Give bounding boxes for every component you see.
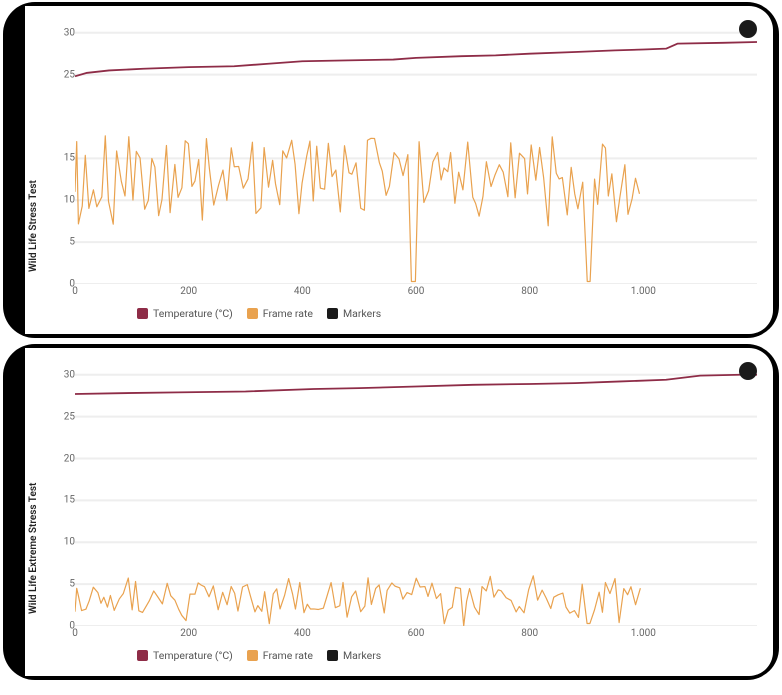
chart-legend: Temperature (°C) Frame rate Markers — [137, 649, 381, 662]
legend-item: Temperature (°C) — [137, 307, 233, 320]
legend-item: Frame rate — [247, 307, 313, 320]
x-tick-label: 1.000 — [631, 286, 656, 297]
phone-screen: Wild Life Extreme Stress Test 0 5 10 15 20 25 3… — [25, 348, 773, 676]
y-axis: 051015202530 — [57, 358, 75, 626]
phone-frame: Wild Life Extreme Stress Test 0 5 10 15 20 25 3… — [3, 344, 779, 680]
legend-swatch — [327, 650, 338, 661]
phone-screen: Wild Life Stress Test 0 5 10 15 25 30 0 200 400 60… — [25, 6, 773, 334]
y-axis-label: Wild Life Stress Test — [28, 180, 39, 272]
legend-label: Frame rate — [263, 649, 313, 662]
camera-punch-hole — [739, 20, 757, 38]
y-tick-label: 30 — [64, 27, 75, 38]
legend-swatch — [137, 650, 148, 661]
legend-label: Markers — [343, 649, 381, 662]
legend-label: Frame rate — [263, 307, 313, 320]
x-tick-label: 600 — [408, 286, 425, 297]
chart-legend: Temperature (°C) Frame rate Markers — [137, 307, 381, 320]
legend-item: Markers — [327, 307, 381, 320]
x-tick-label: 1.000 — [631, 628, 656, 639]
y-axis: 0510152530 — [57, 16, 75, 284]
legend-label: Markers — [343, 307, 381, 320]
y-tick-label: 10 — [64, 537, 75, 548]
x-tick-label: 800 — [521, 628, 538, 639]
x-tick-label: 0 — [72, 286, 78, 297]
x-tick-label: 400 — [294, 286, 311, 297]
x-tick-label: 200 — [180, 628, 197, 639]
legend-swatch — [247, 308, 258, 319]
legend-swatch — [327, 308, 338, 319]
y-tick-label: 5 — [69, 237, 75, 248]
legend-swatch — [137, 308, 148, 319]
y-tick-label: 20 — [64, 453, 75, 464]
y-tick-label: 5 — [69, 579, 75, 590]
legend-item: Markers — [327, 649, 381, 662]
camera-punch-hole — [739, 362, 757, 380]
phone-frame: Wild Life Stress Test 0 5 10 15 25 30 0 200 400 60… — [3, 2, 779, 338]
y-tick-label: 30 — [64, 369, 75, 380]
legend-label: Temperature (°C) — [153, 307, 233, 320]
y-axis-label: Wild Life Extreme Stress Test — [28, 483, 39, 614]
y-tick-label: 25 — [64, 69, 75, 80]
x-axis: 0 200 400 600 800 1.000 — [75, 286, 757, 300]
legend-swatch — [247, 650, 258, 661]
plot-area — [75, 16, 757, 284]
x-tick-label: 400 — [294, 628, 311, 639]
x-tick-label: 200 — [180, 286, 197, 297]
legend-label: Temperature (°C) — [153, 649, 233, 662]
x-tick-label: 0 — [72, 628, 78, 639]
plot-area — [75, 358, 757, 626]
y-tick-label: 15 — [64, 495, 75, 506]
y-tick-label: 15 — [64, 153, 75, 164]
legend-item: Frame rate — [247, 649, 313, 662]
y-tick-label: 25 — [64, 411, 75, 422]
chart-container: Wild Life Extreme Stress Test05101520253… — [47, 354, 763, 666]
x-axis: 0 200 400 600 800 1.000 — [75, 628, 757, 642]
x-tick-label: 800 — [521, 286, 538, 297]
y-tick-label: 10 — [64, 195, 75, 206]
chart-container: Wild Life Stress Test0510152530020040060… — [47, 12, 763, 324]
x-tick-label: 600 — [408, 628, 425, 639]
legend-item: Temperature (°C) — [137, 649, 233, 662]
